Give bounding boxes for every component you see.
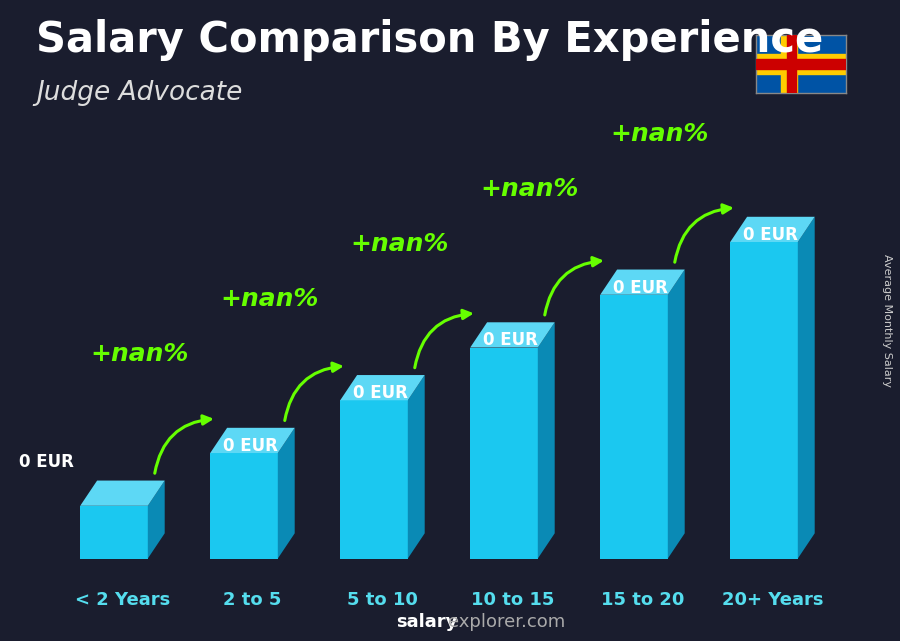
Polygon shape [470, 347, 538, 558]
Text: salary: salary [396, 613, 457, 631]
Polygon shape [730, 217, 815, 242]
Polygon shape [730, 242, 797, 558]
Text: Salary Comparison By Experience: Salary Comparison By Experience [36, 19, 824, 62]
Text: 0 EUR: 0 EUR [483, 331, 538, 349]
Polygon shape [278, 428, 294, 558]
Text: +nan%: +nan% [351, 232, 449, 256]
Text: 0 EUR: 0 EUR [223, 437, 278, 455]
Text: +nan%: +nan% [220, 287, 320, 311]
Polygon shape [340, 375, 425, 400]
Bar [756, 54, 846, 74]
Bar [781, 35, 797, 93]
Polygon shape [80, 506, 148, 558]
Polygon shape [600, 269, 685, 295]
Text: 0 EUR: 0 EUR [743, 226, 798, 244]
Polygon shape [538, 322, 554, 558]
Polygon shape [340, 400, 408, 558]
Polygon shape [470, 322, 554, 347]
Text: +nan%: +nan% [611, 122, 709, 146]
Text: 0 EUR: 0 EUR [353, 384, 408, 402]
Bar [787, 35, 796, 93]
Text: +nan%: +nan% [91, 342, 189, 366]
Text: 0 EUR: 0 EUR [19, 453, 74, 471]
Polygon shape [211, 428, 294, 453]
Polygon shape [600, 295, 668, 558]
Polygon shape [80, 481, 165, 506]
Text: Judge Advocate: Judge Advocate [36, 80, 242, 106]
Polygon shape [408, 375, 425, 558]
Bar [756, 59, 846, 69]
Text: Average Monthly Salary: Average Monthly Salary [881, 254, 892, 387]
Text: +nan%: +nan% [481, 177, 580, 201]
Polygon shape [668, 269, 685, 558]
Polygon shape [797, 217, 814, 558]
Polygon shape [211, 453, 278, 558]
Polygon shape [148, 481, 165, 558]
Text: 0 EUR: 0 EUR [613, 279, 668, 297]
Text: explorer.com: explorer.com [448, 613, 565, 631]
